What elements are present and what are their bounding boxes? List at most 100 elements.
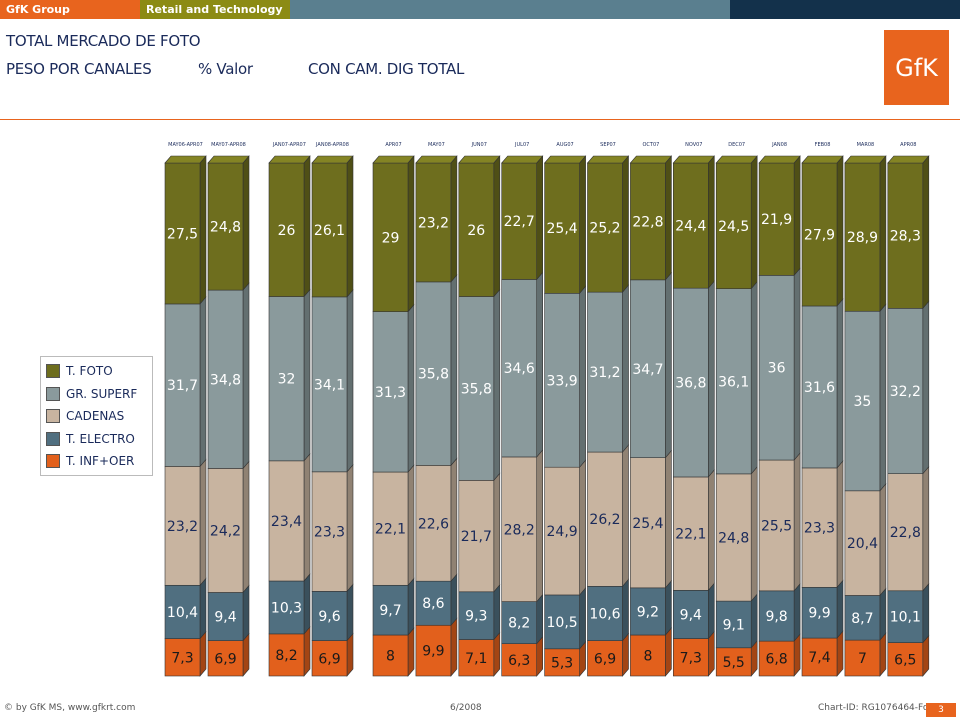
category-label: OCT07 [642, 142, 659, 148]
bar-top [501, 155, 544, 164]
legend-item-gr-superf: GR. SUPERF [46, 383, 152, 406]
bar-column: 6,5 10,1 22,8 32,2 28,3 [887, 155, 930, 677]
data-label: 6,9 [214, 651, 236, 667]
bar-segment-side [199, 155, 207, 305]
bar-top [415, 155, 458, 164]
data-label: 6,5 [894, 652, 916, 668]
bar-segment [715, 600, 752, 649]
data-label: 28,9 [847, 230, 878, 246]
page-number: 3 [926, 703, 956, 717]
data-label: 5,3 [551, 655, 573, 671]
legend-item-cadenas: CADENAS [46, 405, 152, 428]
bar-segment-side [879, 587, 887, 641]
bar-segment-side [622, 578, 629, 642]
bar-segment [458, 162, 495, 297]
group-label: GfK Group [0, 0, 140, 19]
legend-label: T. ELECTRO [66, 431, 135, 446]
bar-segment [587, 586, 623, 641]
bar-segment-side [922, 300, 930, 475]
category-label: JAN08 [771, 142, 787, 148]
bar-segment-side [303, 573, 311, 635]
bar-segment-side [707, 280, 715, 478]
data-label: 6,3 [508, 653, 530, 669]
bar-segment [630, 587, 666, 636]
bar-segment [715, 647, 752, 677]
category-label: JAN08-APR08 [315, 142, 349, 148]
bar-segment [311, 640, 348, 677]
bar-column: 6,8 9,8 25,5 36 21,9 [758, 155, 801, 677]
bar-segment [801, 305, 838, 469]
bar-segment [887, 642, 924, 677]
bar-segment [372, 471, 409, 586]
bar-segment [844, 639, 881, 677]
data-label: 29 [382, 230, 400, 246]
data-label: 23,4 [271, 514, 302, 530]
bar-column: 7 8,7 20,4 35 28,9 [844, 155, 887, 677]
bar-segment-side [303, 288, 311, 462]
bar-segment-side [707, 630, 715, 677]
legend-label: T. INF+OER [66, 454, 135, 469]
category-label: FEB08 [815, 142, 831, 148]
data-label: 31,6 [804, 380, 835, 396]
legend-label: GR. SUPERF [66, 386, 138, 401]
bar-top [164, 155, 207, 164]
bar-segment [268, 460, 305, 582]
header-divider [0, 119, 960, 120]
category-label: SEP07 [600, 142, 616, 148]
data-label: 26,2 [589, 512, 620, 528]
data-label: 7,1 [465, 651, 487, 667]
bar-segment-side [199, 296, 207, 468]
bar-segment-side [665, 627, 672, 677]
data-label: 36,8 [675, 376, 706, 392]
bar-segment [207, 162, 244, 291]
data-label: 23,3 [804, 521, 835, 537]
bar-segment [544, 466, 580, 596]
legend-item-t-foto: T. FOTO [46, 360, 152, 383]
bar-segment [207, 592, 244, 641]
bar-column: 8 9,2 25,4 34,7 22,8 [629, 155, 673, 677]
data-label: 24,8 [718, 530, 749, 546]
data-label: 23,2 [418, 215, 449, 231]
bar-segment-side [450, 617, 458, 677]
data-label: 24,5 [718, 219, 749, 235]
bar-segment-side [407, 627, 415, 677]
data-label: 9,1 [723, 617, 745, 633]
category-label: MAY06-APR07 [168, 142, 203, 148]
legend-label: T. FOTO [66, 364, 113, 379]
data-label: 22,8 [632, 214, 663, 230]
bar-segment [801, 467, 838, 588]
category-label: APR08 [900, 142, 916, 148]
data-label: 7,3 [171, 650, 193, 666]
data-label: 32 [278, 372, 296, 388]
data-label: 7,3 [680, 650, 702, 666]
category-label: DEC07 [728, 142, 745, 148]
bar-segment [207, 640, 244, 677]
category-label: MAY07 [428, 142, 445, 148]
data-label: 10,1 [890, 610, 921, 626]
bar-segment-side [242, 282, 250, 470]
data-label: 8 [643, 649, 652, 665]
bar-top [758, 155, 801, 164]
bar-segment [372, 634, 409, 677]
bar-segment [268, 580, 305, 635]
bar-segment-side [836, 460, 844, 589]
bar-segment [207, 468, 244, 593]
bar-segment-side [242, 584, 250, 642]
bar-segment-side [665, 449, 672, 589]
bar-segment-side [407, 464, 415, 587]
bar-segment [672, 590, 709, 639]
data-label: 10,4 [167, 605, 198, 621]
bar-segment [715, 162, 752, 289]
bar-top [887, 155, 930, 164]
gfk-logo: GfK [884, 30, 949, 105]
bar-segment-side [665, 155, 672, 281]
top-bar-dark [730, 0, 960, 19]
bar-top [458, 155, 501, 164]
bar-segment-side [450, 573, 458, 627]
bar-column: 7,4 9,9 23,3 31,6 27,9 [801, 155, 844, 677]
data-label: 7 [858, 651, 867, 667]
data-label: 22,1 [675, 527, 706, 543]
data-label: 10,6 [589, 606, 620, 622]
data-label: 28,3 [890, 229, 921, 245]
bar-segment [268, 296, 305, 462]
